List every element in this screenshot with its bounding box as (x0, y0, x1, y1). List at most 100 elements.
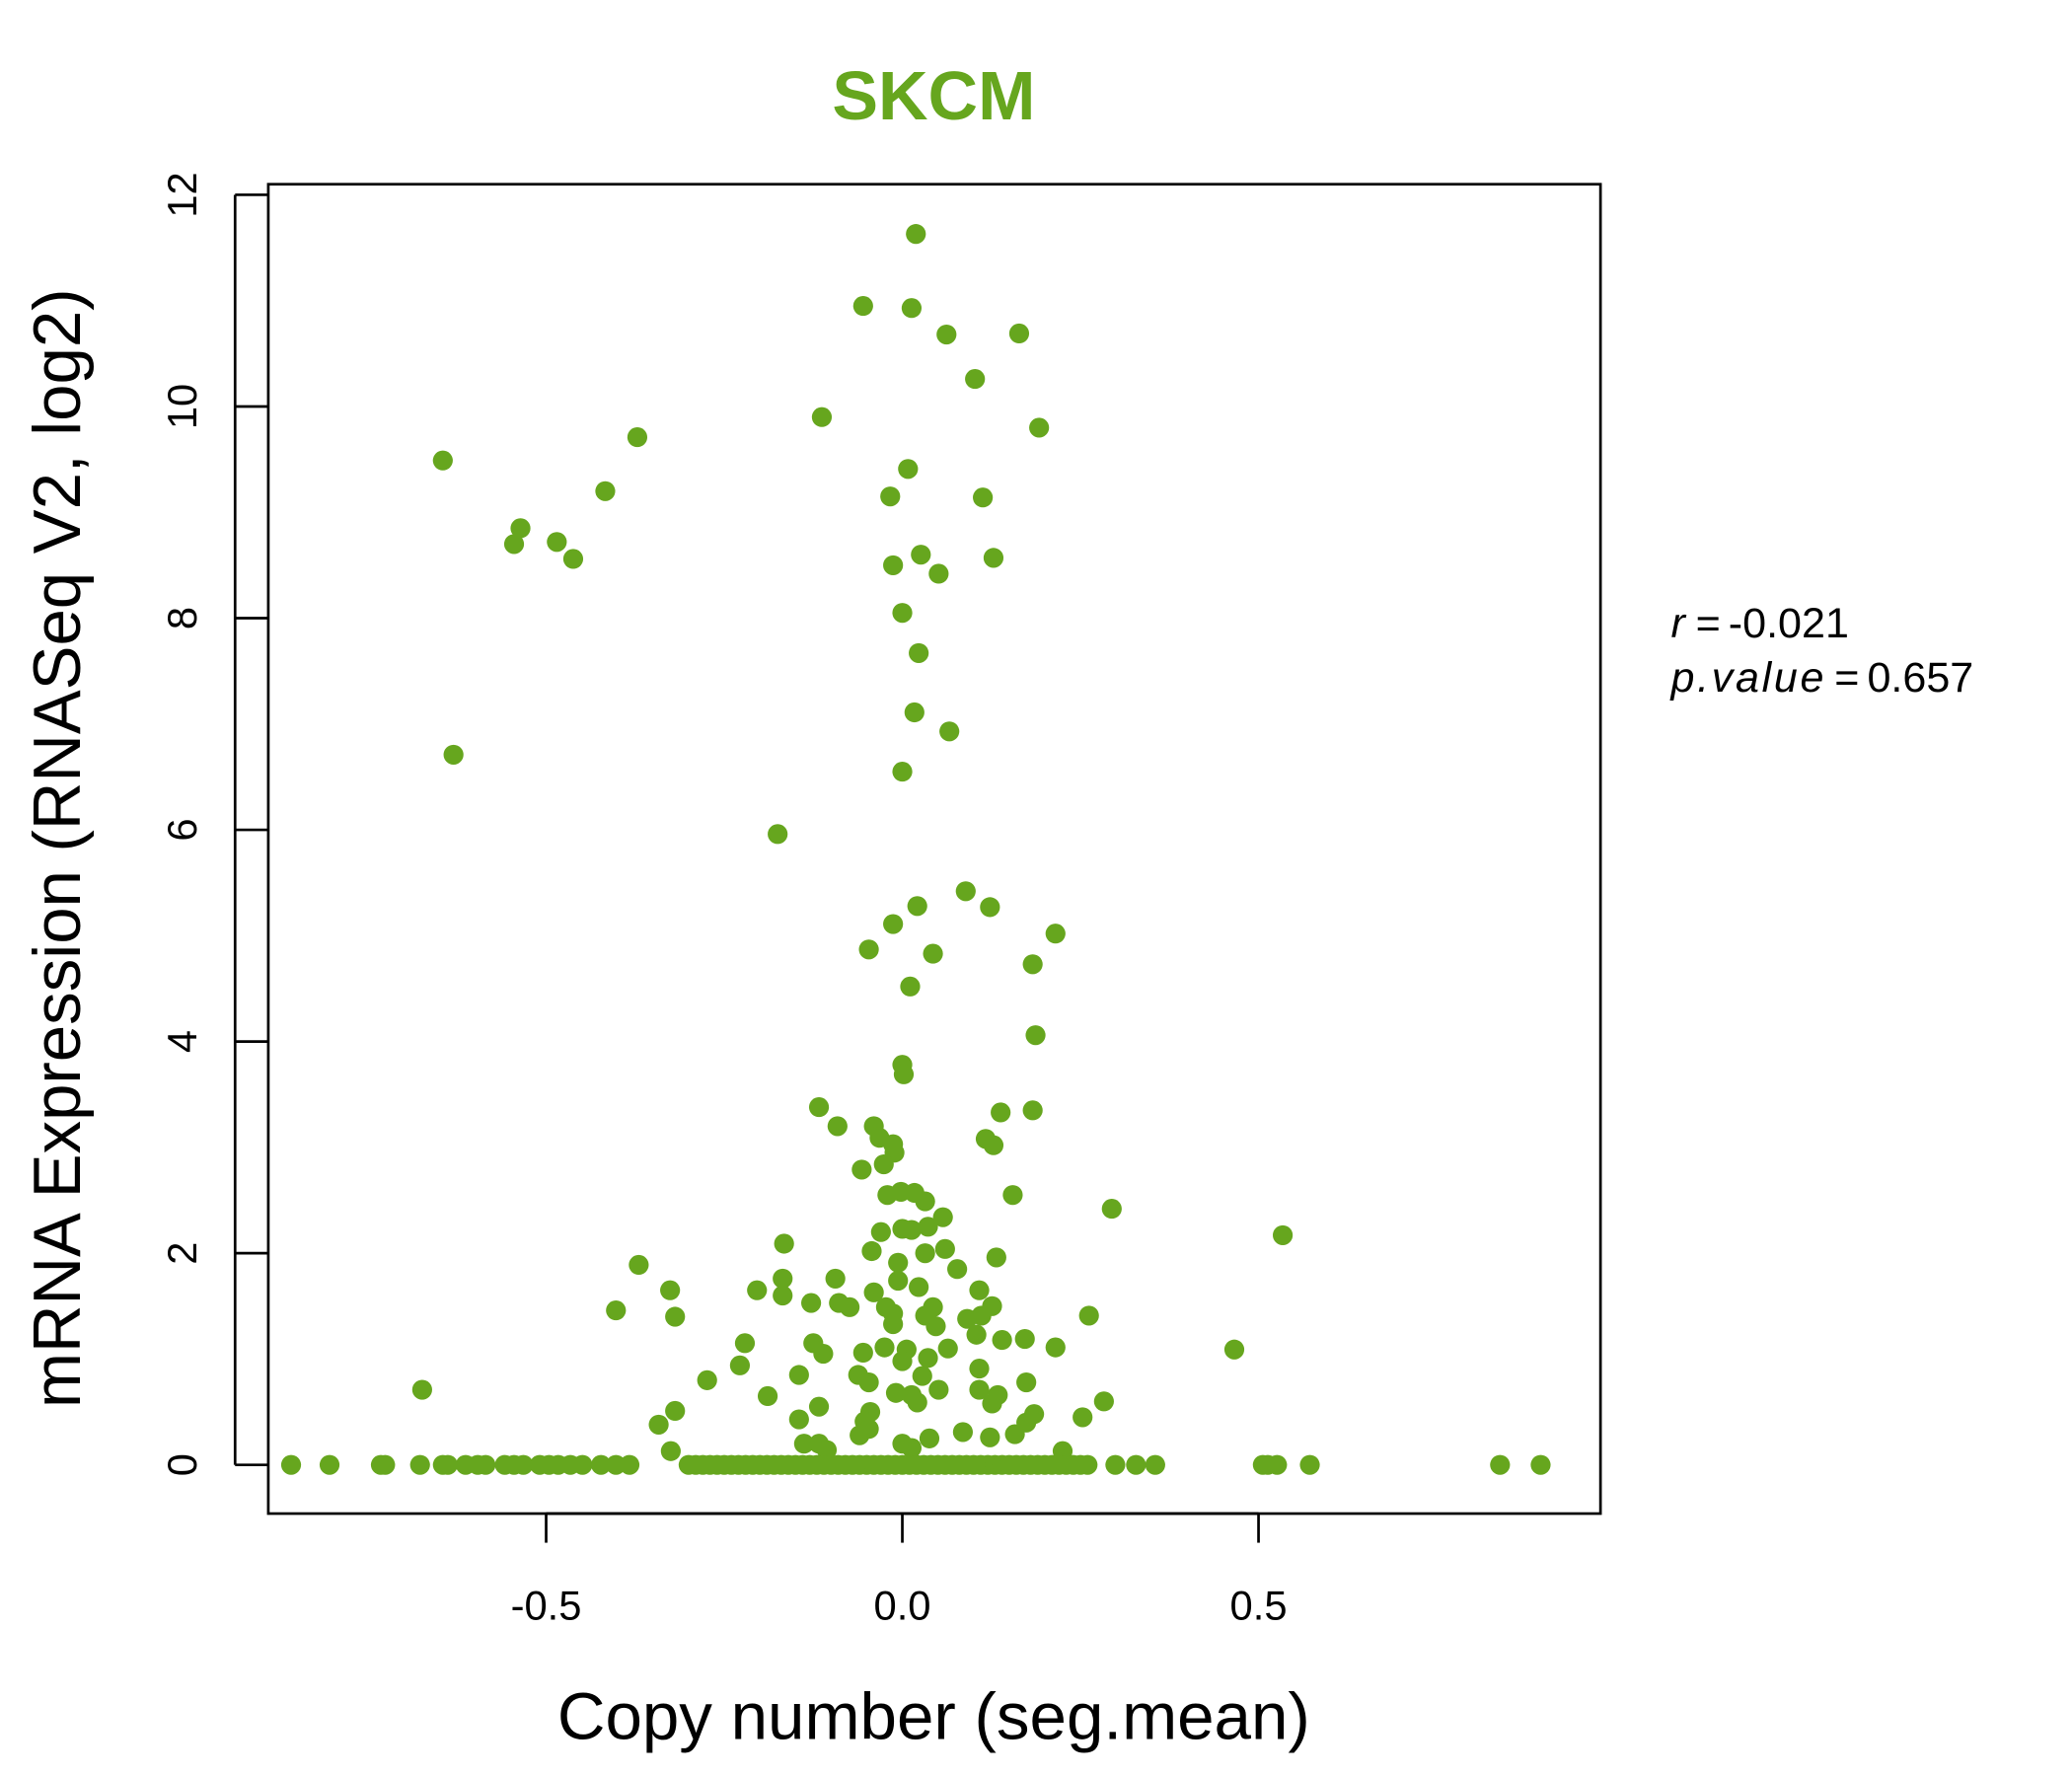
data-point (858, 1371, 879, 1393)
data-point (697, 1369, 717, 1390)
data-point (1093, 1391, 1114, 1412)
data-point (893, 1064, 915, 1084)
data-point (901, 298, 923, 319)
data-point (973, 487, 994, 508)
y-tick-label: 8 (159, 607, 205, 629)
data-point (983, 1135, 1004, 1155)
y-tick-label: 0 (159, 1453, 205, 1476)
data-point (907, 1392, 927, 1413)
data-point (863, 1282, 884, 1302)
data-point (939, 721, 960, 742)
data-point (375, 1454, 396, 1475)
data-point (648, 1414, 669, 1435)
x-axis: -0.5 0.0 0.5 (511, 1512, 1288, 1629)
data-point (952, 1422, 973, 1443)
data-point (918, 1217, 938, 1237)
data-point (892, 603, 913, 624)
data-point (1008, 323, 1030, 344)
y-axis: 0 2 4 6 8 10 12 (159, 172, 268, 1476)
data-point (827, 1116, 848, 1137)
data-point (971, 1305, 992, 1326)
data-point (980, 897, 1000, 918)
data-point (619, 1454, 640, 1475)
data-point (909, 642, 929, 663)
data-point (665, 1306, 686, 1327)
data-point (629, 1254, 649, 1276)
data-point (858, 939, 879, 960)
data-point (955, 881, 976, 902)
data-point (880, 486, 901, 507)
data-point (969, 1358, 990, 1379)
data-point (873, 1153, 894, 1175)
data-point (901, 1438, 923, 1458)
y-axis-label: mRNA Expression (RNASeq V2, log2) (21, 288, 95, 1407)
data-point (437, 1454, 458, 1475)
data-point (1299, 1454, 1320, 1475)
y-tick-label: 10 (159, 384, 205, 429)
points-layer (280, 224, 1551, 1475)
data-point (928, 563, 949, 584)
data-point (562, 549, 584, 569)
data-point (1025, 1025, 1046, 1046)
data-point (1105, 1454, 1126, 1475)
data-point (937, 1338, 958, 1359)
data-point (606, 1299, 627, 1321)
data-point (934, 1238, 955, 1259)
data-point (788, 1365, 809, 1385)
r-annotation: r = -0.021 (1670, 600, 1848, 647)
data-point (980, 1427, 1000, 1447)
x-tick-label: 0.0 (874, 1583, 931, 1629)
data-point (788, 1409, 809, 1430)
chart-title: SKCM (832, 57, 1035, 134)
data-point (476, 1454, 496, 1475)
data-point (443, 744, 464, 765)
data-point (1145, 1454, 1165, 1475)
data-point (660, 1441, 681, 1461)
data-point (774, 1233, 794, 1254)
data-point (874, 1337, 895, 1358)
data-point (991, 1102, 1011, 1123)
y-tick-label: 12 (159, 172, 205, 217)
data-point (852, 1342, 873, 1364)
y-tick-label: 2 (159, 1242, 205, 1265)
data-point (906, 224, 926, 245)
p-label: p.value (1668, 654, 1826, 702)
x-tick-label: 0.5 (1230, 1583, 1288, 1629)
data-point (915, 1243, 935, 1264)
r-label: r (1670, 600, 1686, 647)
data-point (966, 1324, 987, 1345)
data-point (513, 1454, 534, 1475)
data-point (925, 1316, 946, 1337)
data-point (911, 545, 931, 565)
data-point (547, 532, 567, 553)
data-point (923, 943, 943, 964)
data-point (1016, 1371, 1037, 1393)
data-point (729, 1355, 751, 1375)
data-point (793, 1434, 814, 1454)
data-point (411, 1379, 432, 1400)
data-point (1267, 1454, 1288, 1475)
y-tick-label: 4 (159, 1030, 205, 1053)
data-point (319, 1454, 340, 1475)
data-point (572, 1454, 593, 1475)
data-point (768, 824, 788, 845)
data-point (912, 1366, 932, 1386)
data-point (1045, 924, 1066, 944)
data-point (773, 1285, 793, 1306)
data-point (808, 1097, 830, 1118)
data-point (909, 1277, 929, 1297)
data-point (861, 1240, 882, 1262)
data-point (1272, 1224, 1294, 1245)
data-point (892, 1351, 913, 1371)
data-point (986, 1247, 1006, 1268)
data-point (1002, 1185, 1023, 1206)
data-point (1223, 1339, 1245, 1360)
data-point (918, 1348, 938, 1369)
data-point (1073, 1407, 1093, 1428)
data-point (432, 450, 453, 471)
data-point (907, 896, 927, 917)
data-point (747, 1280, 768, 1300)
data-point (900, 976, 921, 997)
x-tick-label: -0.5 (511, 1583, 582, 1629)
